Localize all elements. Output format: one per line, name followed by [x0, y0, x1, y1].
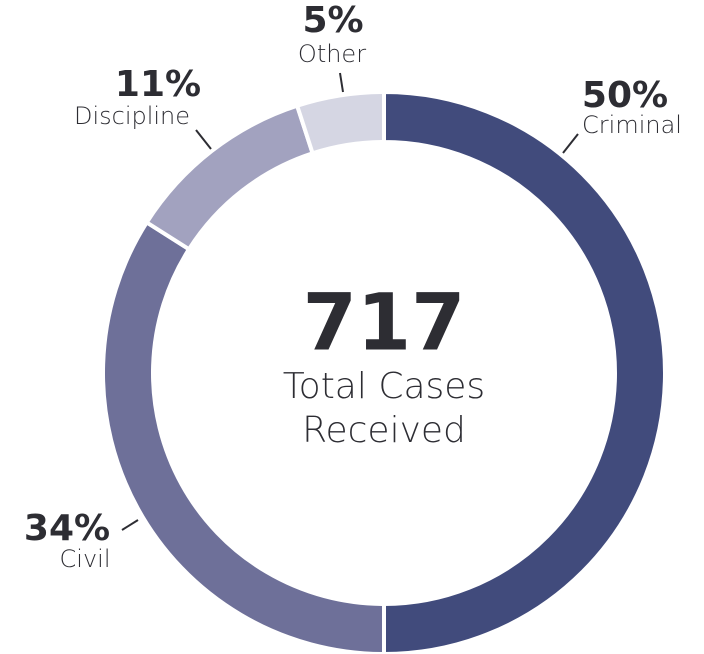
leader-line	[339, 72, 344, 93]
total-label: Received	[302, 410, 466, 451]
leader-line	[195, 129, 212, 150]
category-label: Civil	[60, 545, 111, 573]
value-label: 34%	[24, 508, 110, 549]
leader-line	[121, 519, 139, 531]
value-label: 50%	[582, 75, 668, 116]
category-label: Discipline	[74, 102, 190, 130]
value-label: 11%	[115, 64, 201, 105]
category-label: Other	[298, 40, 366, 68]
total-label: Total Cases	[283, 366, 485, 407]
category-label: Criminal	[582, 111, 682, 139]
value-label: 5%	[302, 0, 363, 41]
donut-segment	[294, 89, 386, 156]
leader-line	[562, 133, 579, 154]
total-value: 717	[303, 278, 466, 368]
